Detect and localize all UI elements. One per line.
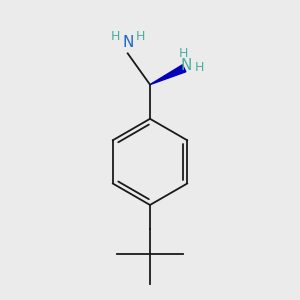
Text: H: H (194, 61, 204, 74)
Text: N: N (122, 34, 134, 50)
Polygon shape (150, 65, 186, 85)
Text: H: H (110, 30, 120, 43)
Text: H: H (136, 30, 145, 43)
Text: N: N (181, 58, 192, 74)
Text: H: H (179, 47, 188, 61)
